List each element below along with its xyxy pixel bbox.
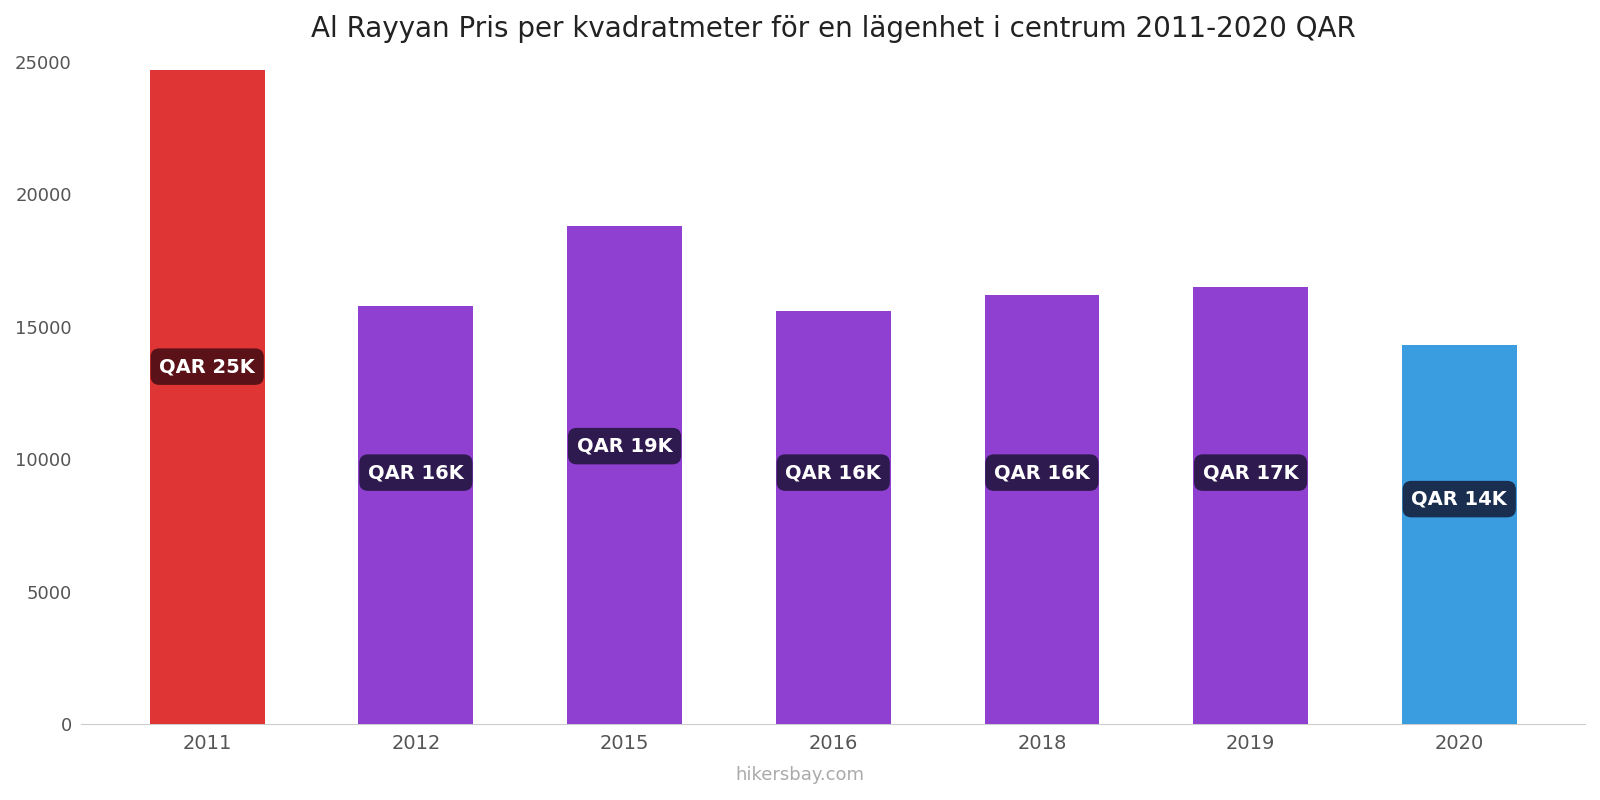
Bar: [776, 311, 891, 724]
Text: QAR 17K: QAR 17K: [1203, 463, 1299, 482]
Text: QAR 19K: QAR 19K: [576, 437, 672, 456]
Text: QAR 14K: QAR 14K: [1411, 490, 1507, 509]
Text: QAR 16K: QAR 16K: [786, 463, 882, 482]
Bar: [1194, 287, 1307, 724]
Bar: [150, 70, 264, 724]
Text: QAR 16K: QAR 16K: [368, 463, 464, 482]
Text: QAR 25K: QAR 25K: [160, 357, 254, 376]
Title: Al Rayyan Pris per kvadratmeter för en lägenhet i centrum 2011-2020 QAR: Al Rayyan Pris per kvadratmeter för en l…: [310, 15, 1355, 43]
Bar: [1402, 346, 1517, 724]
Text: QAR 16K: QAR 16K: [994, 463, 1090, 482]
Bar: [566, 226, 682, 724]
Text: hikersbay.com: hikersbay.com: [736, 766, 864, 784]
Bar: [358, 306, 474, 724]
Bar: [984, 295, 1099, 724]
